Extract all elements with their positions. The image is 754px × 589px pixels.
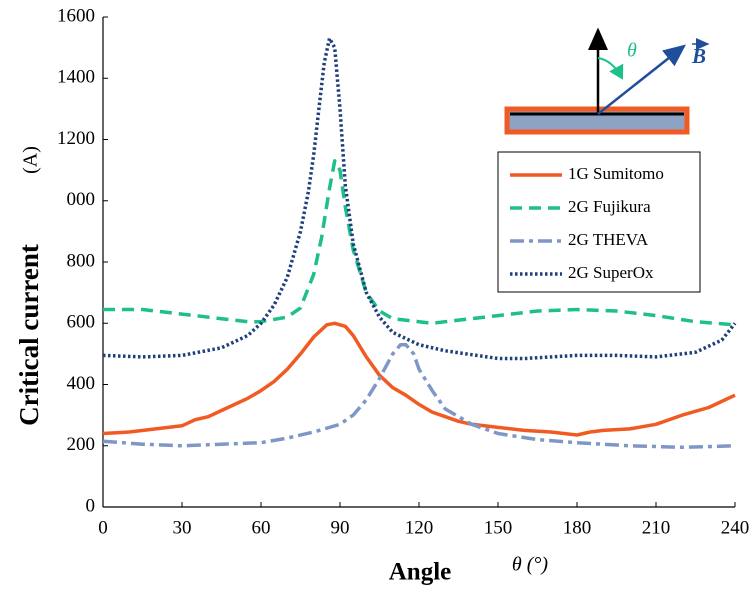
- y-axis-unit: (A): [20, 146, 42, 174]
- series-line: [103, 159, 736, 327]
- x-tick-label: 180: [563, 517, 592, 538]
- inset-angle: θ: [627, 40, 637, 62]
- legend-label: 2G SuperOx: [568, 263, 654, 282]
- series-line: [102, 321, 736, 437]
- field-arrow: [597, 44, 686, 115]
- legend-label: 2G Fujikura: [568, 197, 651, 216]
- x-tick-label: 0: [98, 517, 108, 538]
- x-tick-label: 120: [405, 517, 434, 538]
- y-tick-label: 200: [67, 434, 96, 455]
- y-axis-label: Critical current: [14, 244, 44, 426]
- y-tick-label: 400: [67, 373, 96, 394]
- legend-label: 1G Sumitomo: [568, 164, 664, 183]
- x-tick-label: 30: [173, 517, 192, 538]
- x-tick-label: 150: [484, 517, 513, 538]
- y-tick-label: 1200: [57, 128, 95, 149]
- x-axis-label: Angle: [389, 559, 452, 586]
- y-tick-label: 1400: [57, 67, 95, 88]
- inset-diagram: θ B: [504, 27, 710, 135]
- y-tick-label: 800: [67, 250, 96, 271]
- y-tick-label: 1600: [57, 5, 95, 26]
- y-tick-label: 0: [86, 495, 96, 516]
- y-tick-label: 000: [67, 189, 96, 210]
- inset-field: B: [691, 44, 706, 68]
- legend-label: 2G THEVA: [568, 230, 649, 249]
- x-axis-symbol: θ (°): [512, 554, 548, 576]
- x-tick-label: 210: [642, 517, 671, 538]
- series-line: [102, 342, 736, 450]
- x-tick-label: 240: [721, 517, 750, 538]
- y-tick-label: 600: [67, 312, 96, 333]
- series-line: [102, 36, 737, 361]
- x-tick-label: 60: [252, 517, 271, 538]
- x-tick-label: 90: [331, 517, 350, 538]
- angle-arc: [597, 57, 624, 80]
